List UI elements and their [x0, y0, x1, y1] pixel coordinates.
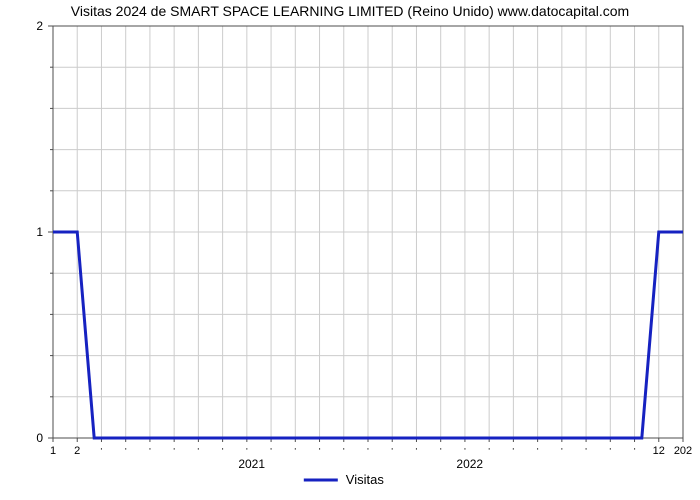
legend-label: Visitas	[346, 472, 385, 487]
visits-line-chart: Visitas 2024 de SMART SPACE LEARNING LIM…	[0, 0, 700, 500]
x-minor-dot: ·	[439, 443, 443, 455]
x-minor-dot: ·	[221, 443, 225, 455]
y-tick-label: 1	[36, 225, 43, 239]
x-minor-dot: ·	[318, 443, 322, 455]
y-tick-label: 0	[36, 431, 43, 445]
x-minor-dot: ·	[197, 443, 201, 455]
x-minor-dot: ·	[124, 443, 128, 455]
x-minor-dot: ·	[536, 443, 540, 455]
chart-bg	[0, 0, 700, 500]
x-minor-dot: ·	[342, 443, 346, 455]
x-minor-dot: ·	[148, 443, 152, 455]
x-minor-dot: ·	[512, 443, 516, 455]
x-minor-dot: ·	[269, 443, 273, 455]
chart-title: Visitas 2024 de SMART SPACE LEARNING LIM…	[71, 3, 629, 19]
x-minor-dot: ·	[463, 443, 467, 455]
x-minor-dot: ·	[415, 443, 419, 455]
x-minor-label: 2	[74, 445, 80, 457]
x-minor-dot: ·	[172, 443, 176, 455]
x-minor-label: 1	[50, 445, 56, 457]
x-minor-label: 12	[653, 445, 665, 457]
x-minor-dot: ·	[245, 443, 249, 455]
x-major-label: 2021	[238, 457, 265, 471]
x-minor-dot: ·	[560, 443, 564, 455]
x-major-label: 2022	[456, 457, 483, 471]
x-minor-dot: ·	[366, 443, 370, 455]
y-tick-label: 2	[36, 19, 43, 33]
x-minor-dot: ·	[487, 443, 491, 455]
x-minor-dot: ·	[633, 443, 637, 455]
x-minor-dot: ·	[293, 443, 297, 455]
x-minor-dot: ·	[390, 443, 394, 455]
x-minor-dot: ·	[584, 443, 588, 455]
x-minor-dot: ·	[608, 443, 612, 455]
x-minor-label: 202	[674, 445, 692, 457]
x-minor-dot: ·	[100, 443, 104, 455]
